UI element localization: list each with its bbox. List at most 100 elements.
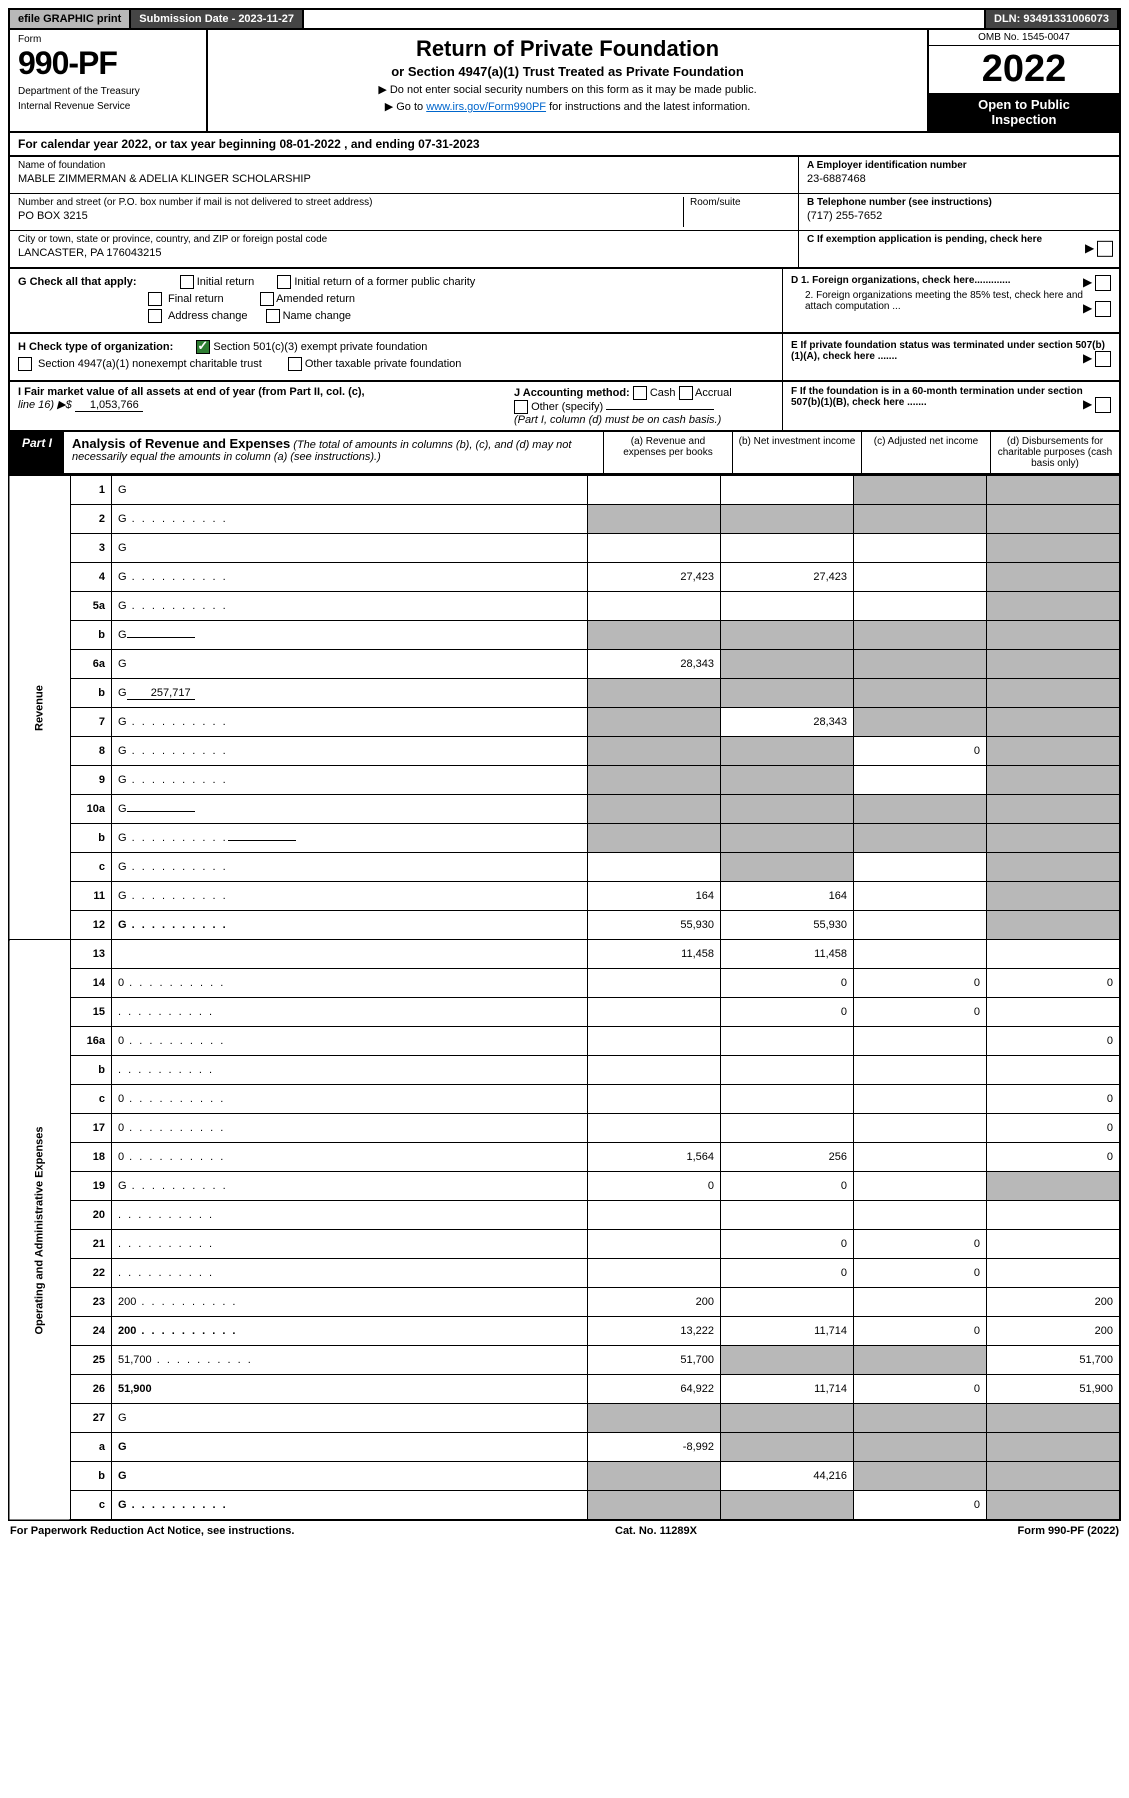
chk-d1[interactable]: [1095, 275, 1111, 291]
chk-accrual[interactable]: [679, 386, 693, 400]
row-number: c: [71, 853, 112, 882]
chk-final-return[interactable]: [148, 292, 162, 306]
cell-c: [854, 534, 987, 563]
row-description: [112, 1230, 588, 1259]
cell-d: 200: [987, 1288, 1121, 1317]
table-row: 10aG: [9, 795, 1120, 824]
cell-d: [987, 824, 1121, 853]
chk-initial-former[interactable]: [277, 275, 291, 289]
submission-date: Submission Date - 2023-11-27: [131, 10, 304, 28]
cell-c: [854, 1288, 987, 1317]
row-number: 22: [71, 1259, 112, 1288]
table-row: 2420013,22211,7140200: [9, 1317, 1120, 1346]
title-block: Return of Private Foundation or Section …: [208, 30, 927, 131]
row-description: G: [112, 1433, 588, 1462]
phone-cell: B Telephone number (see instructions) (7…: [799, 194, 1119, 231]
cell-c: [854, 1433, 987, 1462]
row-description: [112, 998, 588, 1027]
cell-c: [854, 1201, 987, 1230]
cell-a: [588, 476, 721, 505]
row-number: 24: [71, 1317, 112, 1346]
cell-d: 0: [987, 1085, 1121, 1114]
row-number: 23: [71, 1288, 112, 1317]
row-number: 21: [71, 1230, 112, 1259]
part1-header: Part I Analysis of Revenue and Expenses …: [8, 432, 1121, 475]
cell-a: [588, 1027, 721, 1056]
cell-c: [854, 621, 987, 650]
cell-c: [854, 940, 987, 969]
cell-d: 51,700: [987, 1346, 1121, 1375]
chk-f[interactable]: [1095, 397, 1111, 413]
row-description: G: [112, 824, 588, 853]
cell-d: [987, 737, 1121, 766]
cell-c: [854, 1143, 987, 1172]
cell-b: [721, 1201, 854, 1230]
cell-a: 55,930: [588, 911, 721, 940]
row-number: 27: [71, 1404, 112, 1433]
row-number: b: [71, 824, 112, 853]
cell-a: 27,423: [588, 563, 721, 592]
cell-c: [854, 505, 987, 534]
cell-d: [987, 1172, 1121, 1201]
irs-link[interactable]: www.irs.gov/Form990PF: [426, 101, 546, 113]
cell-c: [854, 1085, 987, 1114]
cell-b: [721, 1056, 854, 1085]
row-number: b: [71, 1056, 112, 1085]
part1-label: Part I: [10, 432, 64, 473]
row-number: 4: [71, 563, 112, 592]
chk-other-taxable[interactable]: [288, 357, 302, 371]
chk-name-change[interactable]: [266, 309, 280, 323]
chk-d2[interactable]: [1095, 301, 1111, 317]
expenses-side-label: Operating and Administrative Expenses: [9, 940, 71, 1521]
row-number: 1: [71, 476, 112, 505]
cell-b: 0: [721, 969, 854, 998]
c-checkbox[interactable]: [1097, 241, 1113, 257]
cell-c: 0: [854, 737, 987, 766]
cell-b: [721, 1491, 854, 1521]
chk-501c3[interactable]: [196, 340, 210, 354]
chk-e[interactable]: [1095, 351, 1111, 367]
table-row: 1500: [9, 998, 1120, 1027]
cell-c: [854, 1404, 987, 1433]
table-row: 9G: [9, 766, 1120, 795]
row-description: G: [112, 650, 588, 679]
cell-b: 27,423: [721, 563, 854, 592]
table-row: bG257,717: [9, 679, 1120, 708]
footer-center: Cat. No. 11289X: [615, 1525, 697, 1537]
row-description: [112, 1056, 588, 1085]
ein: 23-6887468: [807, 173, 1111, 185]
table-row: 2651,90064,92211,714051,900: [9, 1375, 1120, 1404]
cell-b: [721, 1288, 854, 1317]
cell-c: [854, 882, 987, 911]
table-row: 2551,70051,70051,700: [9, 1346, 1120, 1375]
row-number: b: [71, 679, 112, 708]
cell-c: 0: [854, 998, 987, 1027]
col-a-header: (a) Revenue and expenses per books: [603, 432, 732, 473]
cell-a: [588, 1114, 721, 1143]
exemption-pending-cell: C If exemption application is pending, c…: [799, 231, 1119, 267]
cell-a: [588, 592, 721, 621]
cell-d: [987, 940, 1121, 969]
cell-c: 0: [854, 1491, 987, 1521]
table-row: 7G28,343: [9, 708, 1120, 737]
chk-address-change[interactable]: [148, 309, 162, 323]
cell-b: [721, 1433, 854, 1462]
form-title: Return of Private Foundation: [216, 36, 919, 62]
cell-d: 0: [987, 1027, 1121, 1056]
col-d-header: (d) Disbursements for charitable purpose…: [990, 432, 1119, 473]
chk-amended[interactable]: [260, 292, 274, 306]
row-description: G: [112, 911, 588, 940]
chk-4947[interactable]: [18, 357, 32, 371]
chk-cash[interactable]: [633, 386, 647, 400]
table-row: bG: [9, 621, 1120, 650]
cell-d: [987, 708, 1121, 737]
chk-other-method[interactable]: [514, 400, 528, 414]
table-row: 2200: [9, 1259, 1120, 1288]
name-cell: Name of foundation MABLE ZIMMERMAN & ADE…: [10, 157, 798, 194]
cell-c: [854, 824, 987, 853]
chk-initial-return[interactable]: [180, 275, 194, 289]
cell-a: [588, 795, 721, 824]
cell-b: [721, 476, 854, 505]
cell-b: [721, 1346, 854, 1375]
row-description: G: [112, 563, 588, 592]
